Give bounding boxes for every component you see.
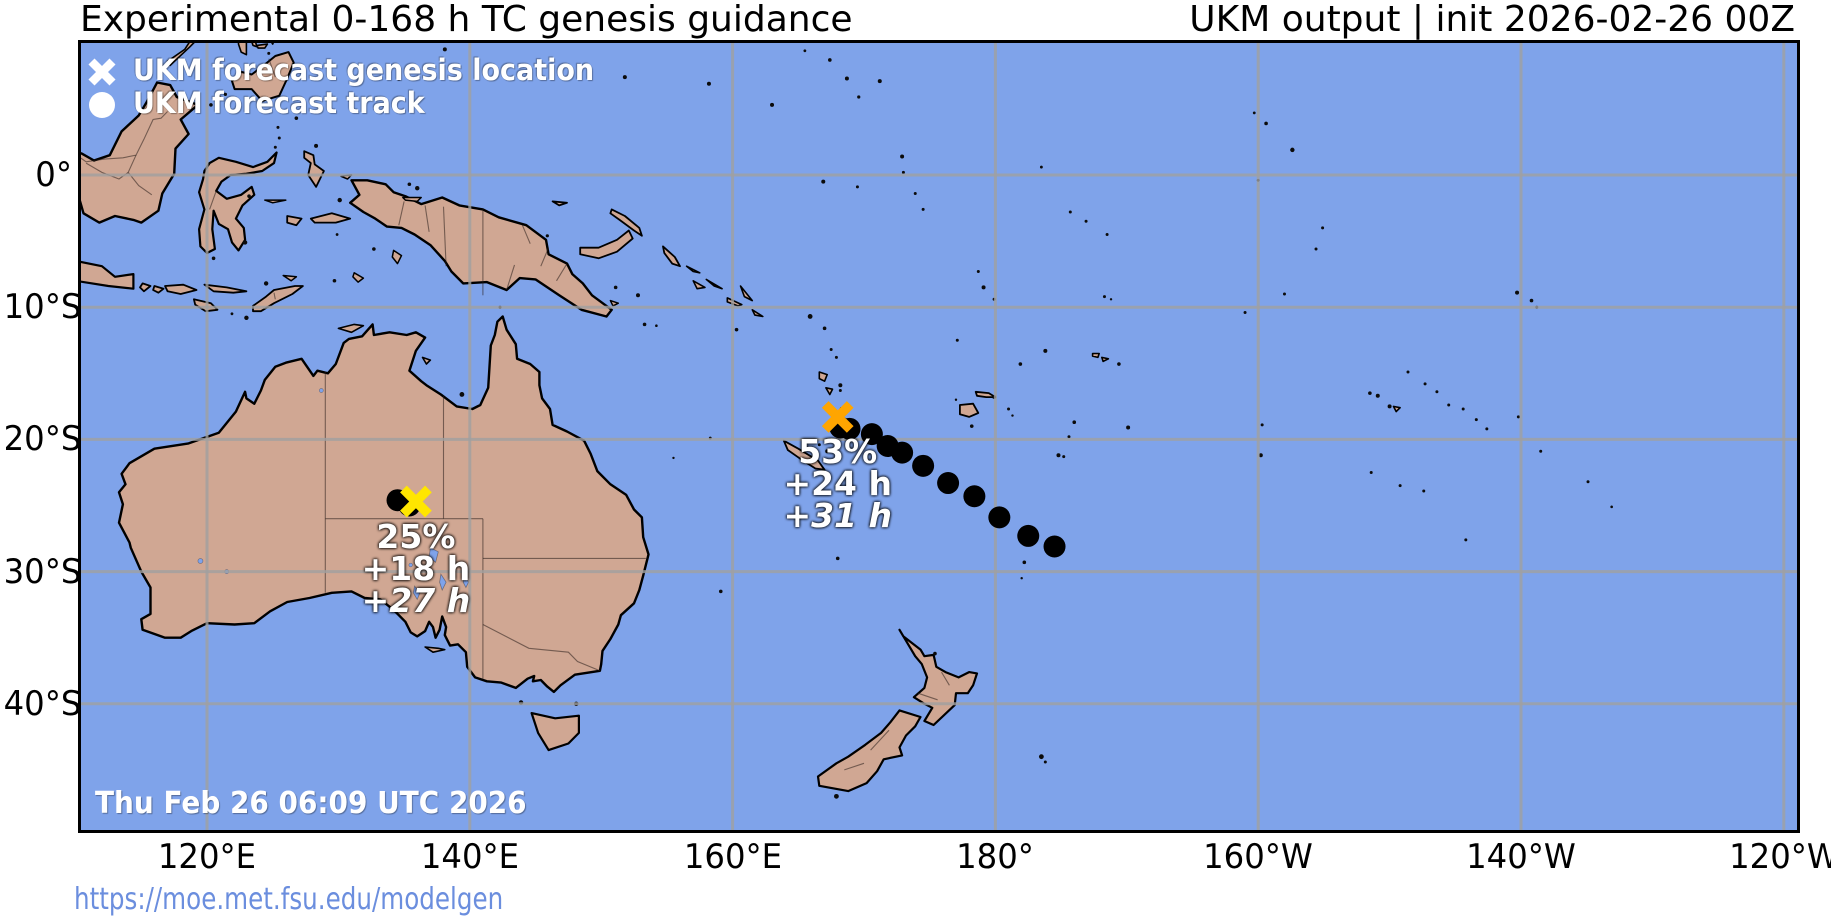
lon-tick-180: 180° xyxy=(956,837,1035,877)
map-timestamp: Thu Feb 26 06:09 UTC 2026 xyxy=(95,786,527,821)
lon-tick-140e: 140°E xyxy=(420,837,519,877)
lat-tick-20s: 20°S xyxy=(3,419,82,460)
lon-tick-140w: 140°W xyxy=(1466,837,1576,877)
legend-genesis-label: UKM forecast genesis location xyxy=(133,53,595,87)
lon-tick-160w: 160°W xyxy=(1203,837,1314,877)
lon-tick-160e: 160°E xyxy=(683,837,782,877)
lon-tick-120e: 120°E xyxy=(157,837,257,877)
map-canvas: UKM forecast genesis location UKM foreca… xyxy=(78,40,1800,833)
lat-tick-10s: 10°S xyxy=(3,287,82,328)
lat-tick-30s: 30°S xyxy=(3,551,82,592)
basemap-svg xyxy=(78,40,1800,833)
lon-tick-120w: 120°W xyxy=(1728,837,1831,877)
figure-model-init-info: UKM output | init 2026-02-26 00Z xyxy=(1189,0,1795,40)
genesis-annotation-53%: 53% +24 h +31 h xyxy=(783,431,892,535)
legend-track-label: UKM forecast track xyxy=(133,86,425,120)
genesis-annotation-25%: 25% +18 h +27 h xyxy=(361,516,471,620)
lat-tick-0: 0° xyxy=(35,155,72,195)
figure-title: Experimental 0-168 h TC genesis guidance xyxy=(80,0,853,40)
footer-url-link[interactable]: https://moe.met.fsu.edu/modelgen xyxy=(74,882,504,917)
lat-tick-40s: 40°S xyxy=(3,683,82,724)
